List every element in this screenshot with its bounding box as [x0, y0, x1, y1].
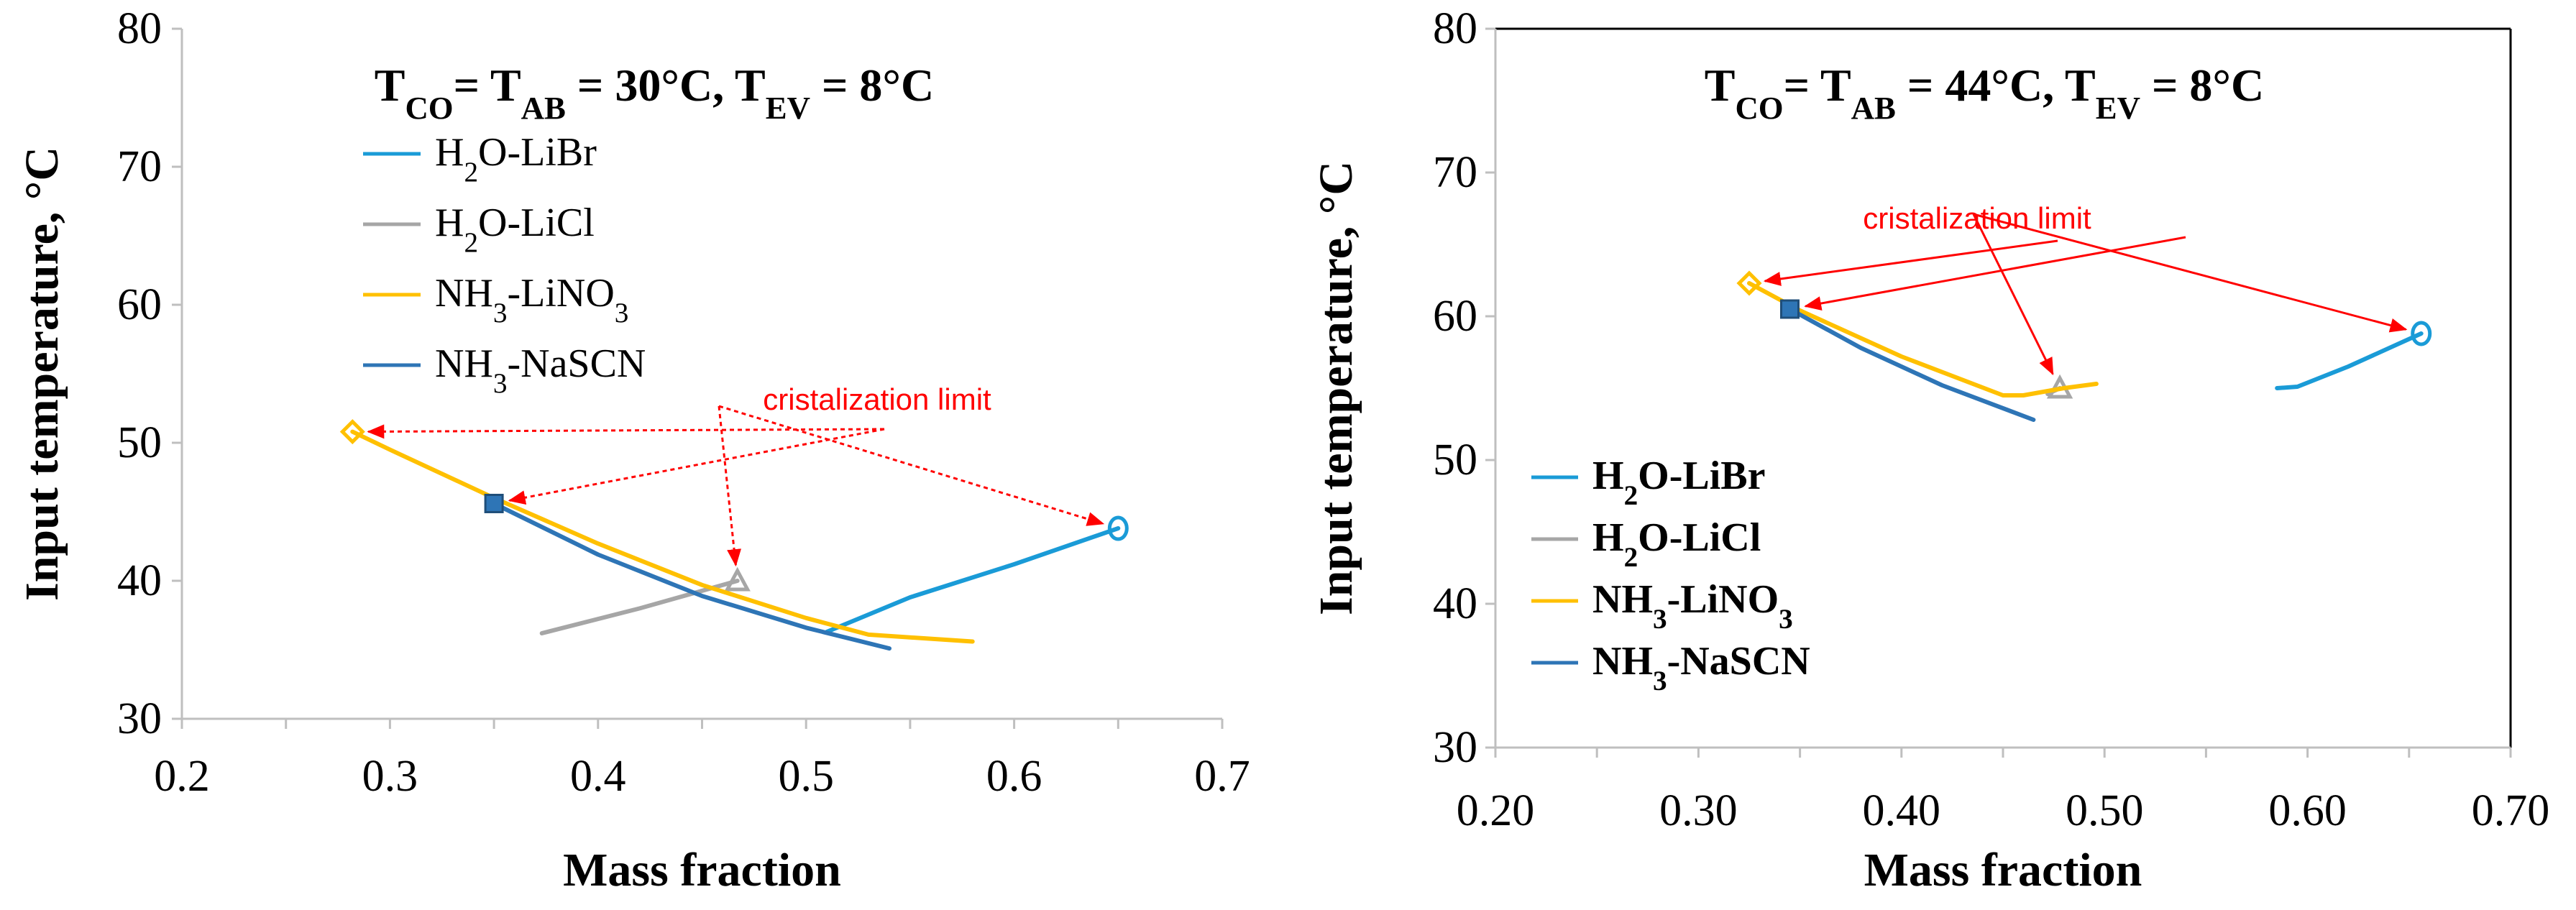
series-NH3-NaSCN: NH3-NaSCN [363, 341, 891, 651]
legend-label: NH3-LiNO3 [435, 271, 628, 328]
series-NH3-NaSCN: NH3-NaSCN [1531, 299, 2036, 697]
annotation-arrow [1763, 239, 2058, 286]
series-H2O-LiBr: H2O-LiBr [1531, 321, 2432, 511]
y-tick-label: 50 [117, 418, 162, 467]
series-NH3-LiNO3: NH3-LiNO3 [339, 271, 975, 644]
series-NH3-LiNO3: NH3-LiNO3 [1531, 270, 2099, 635]
annotation-arrow [1972, 213, 2054, 376]
y-tick-label: 60 [1433, 292, 1477, 341]
legend-label: H2O-LiBr [435, 130, 597, 188]
x-tick-label: 0.30 [1659, 786, 1738, 835]
series-line [492, 501, 891, 651]
series-H2O-LiCl: H2O-LiCl [363, 201, 751, 635]
series-line [825, 526, 1121, 634]
legend-label: NH3-LiNO3 [1592, 577, 1793, 635]
y-tick-label: 60 [117, 280, 162, 329]
y-tick-label: 80 [117, 4, 162, 53]
x-tick-label: 0.60 [2268, 786, 2347, 835]
marker-diamond [1736, 270, 1762, 296]
y-axis-title: Input temperature, °C [16, 147, 68, 601]
marker-circle [1107, 515, 1129, 541]
chart-panel-2: 0.20 0.30 0.40 0.50 0.60 0.70 30 40 50 60 70 80 Mass… [1310, 4, 2549, 896]
marker-triangle [724, 566, 751, 592]
x-axis-title: Mass fraction [563, 844, 841, 896]
y-tick-label: 40 [1433, 579, 1477, 628]
legend-label: H2O-LiCl [1592, 515, 1761, 573]
y-tick-label: 50 [1433, 436, 1477, 484]
legend-label: NH3-NaSCN [1592, 639, 1810, 697]
annotation-arrow [1973, 213, 2408, 333]
marker-diamond [339, 419, 365, 445]
series-line [1787, 307, 2036, 422]
series-line [1747, 281, 2099, 397]
x-tick-label: 0.2 [154, 752, 210, 801]
chart-panel-1: 0.2 0.3 0.4 0.5 0.6 0.7 30 40 50 60 70 80 Mass fract… [16, 4, 1250, 896]
series-line [350, 429, 975, 644]
x-axis-title: Mass fraction [1864, 844, 2142, 896]
y-tick-label: 80 [1433, 4, 1477, 53]
x-tick-label: 0.4 [570, 752, 626, 801]
y-tick-label: 30 [117, 694, 162, 743]
legend-label: H2O-LiCl [435, 201, 595, 258]
marker-circle [2411, 321, 2432, 346]
y-axis-title: Input temperature, °C [1310, 161, 1362, 615]
y-tick-label: 70 [1433, 148, 1477, 197]
marker-square [484, 493, 504, 513]
annotation-arrow [1804, 236, 2186, 311]
series-line [2275, 331, 2424, 390]
annotation-text: cristalization limit [763, 382, 991, 416]
x-tick-label: 0.3 [362, 752, 418, 801]
x-tick-label: 0.40 [1863, 786, 1941, 835]
series-line [539, 579, 740, 635]
chart-title: TCO= TAB = 30°C, TEV = 8°C [375, 60, 934, 126]
annotation-arrow [367, 424, 885, 439]
annotation-text: cristalization limit [1863, 201, 2091, 235]
y-tick-label: 30 [1433, 723, 1477, 772]
x-tick-label: 0.5 [778, 752, 834, 801]
legend-label: H2O-LiBr [1592, 454, 1765, 511]
annotation-arrow [718, 405, 1105, 526]
y-tick-label: 70 [117, 142, 162, 191]
series-H2O-LiBr: H2O-LiBr [363, 130, 1129, 634]
y-tick-label: 40 [117, 556, 162, 605]
marker-square [1779, 299, 1800, 319]
x-tick-label: 0.7 [1194, 752, 1250, 801]
x-tick-label: 0.20 [1457, 786, 1535, 835]
x-tick-label: 0.70 [2472, 786, 2550, 835]
x-tick-label: 0.50 [2066, 786, 2144, 835]
annotation-arrow [718, 405, 742, 567]
legend-label: NH3-NaSCN [435, 341, 646, 399]
x-tick-label: 0.6 [986, 752, 1042, 801]
annotation-arrow [508, 428, 885, 505]
chart-title: TCO= TAB = 44°C, TEV = 8°C [1705, 60, 2264, 126]
